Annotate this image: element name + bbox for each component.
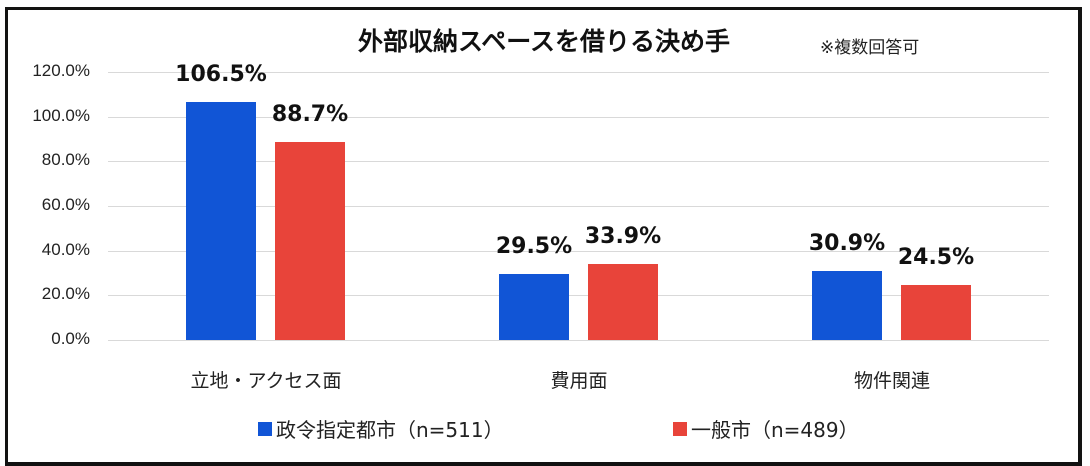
- legend-item-designated-cities: 政令指定都市（n=511）: [258, 414, 504, 443]
- category-label: 費用面: [550, 370, 608, 392]
- bar-designated-1: [499, 274, 569, 340]
- bar-general-1: [588, 264, 658, 340]
- chart-frame: [5, 7, 1082, 466]
- bar-designated-0: [186, 102, 256, 340]
- value-label: 33.9%: [584, 224, 662, 249]
- bar-general-2: [901, 285, 971, 340]
- value-label: 29.5%: [495, 234, 573, 259]
- legend-item-general-cities: 一般市（n=489）: [673, 414, 859, 443]
- gridline: [108, 251, 1049, 252]
- gridline: [108, 117, 1049, 118]
- gridline: [108, 161, 1049, 162]
- bar-designated-2: [812, 271, 882, 340]
- y-tick-label: 20.0%: [41, 284, 90, 303]
- y-tick-label: 60.0%: [41, 195, 90, 214]
- bar-general-0: [275, 142, 345, 340]
- gridline: [108, 340, 1049, 341]
- legend-label: 政令指定都市（n=511）: [276, 418, 504, 442]
- category-label: 物件関連: [853, 370, 931, 392]
- value-label: 88.7%: [271, 102, 349, 127]
- value-label: 106.5%: [175, 62, 267, 87]
- legend-swatch-blue: [258, 421, 272, 436]
- category-label: 立地・アクセス面: [190, 370, 342, 392]
- value-label: 24.5%: [897, 245, 975, 270]
- gridline: [108, 72, 1049, 73]
- gridline: [108, 206, 1049, 207]
- gridline: [108, 295, 1049, 296]
- y-tick-label: 120.0%: [32, 61, 90, 80]
- legend-label: 一般市（n=489）: [691, 418, 859, 442]
- chart-note: ※複数回答可: [820, 38, 920, 58]
- y-tick-label: 0.0%: [51, 329, 90, 348]
- value-label: 30.9%: [808, 231, 886, 256]
- y-tick-label: 80.0%: [41, 150, 90, 169]
- y-tick-label: 40.0%: [41, 240, 90, 259]
- legend-swatch-red: [673, 421, 687, 436]
- y-tick-label: 100.0%: [32, 106, 90, 125]
- chart-title: 外部収納スペースを借りる決め手: [358, 27, 731, 56]
